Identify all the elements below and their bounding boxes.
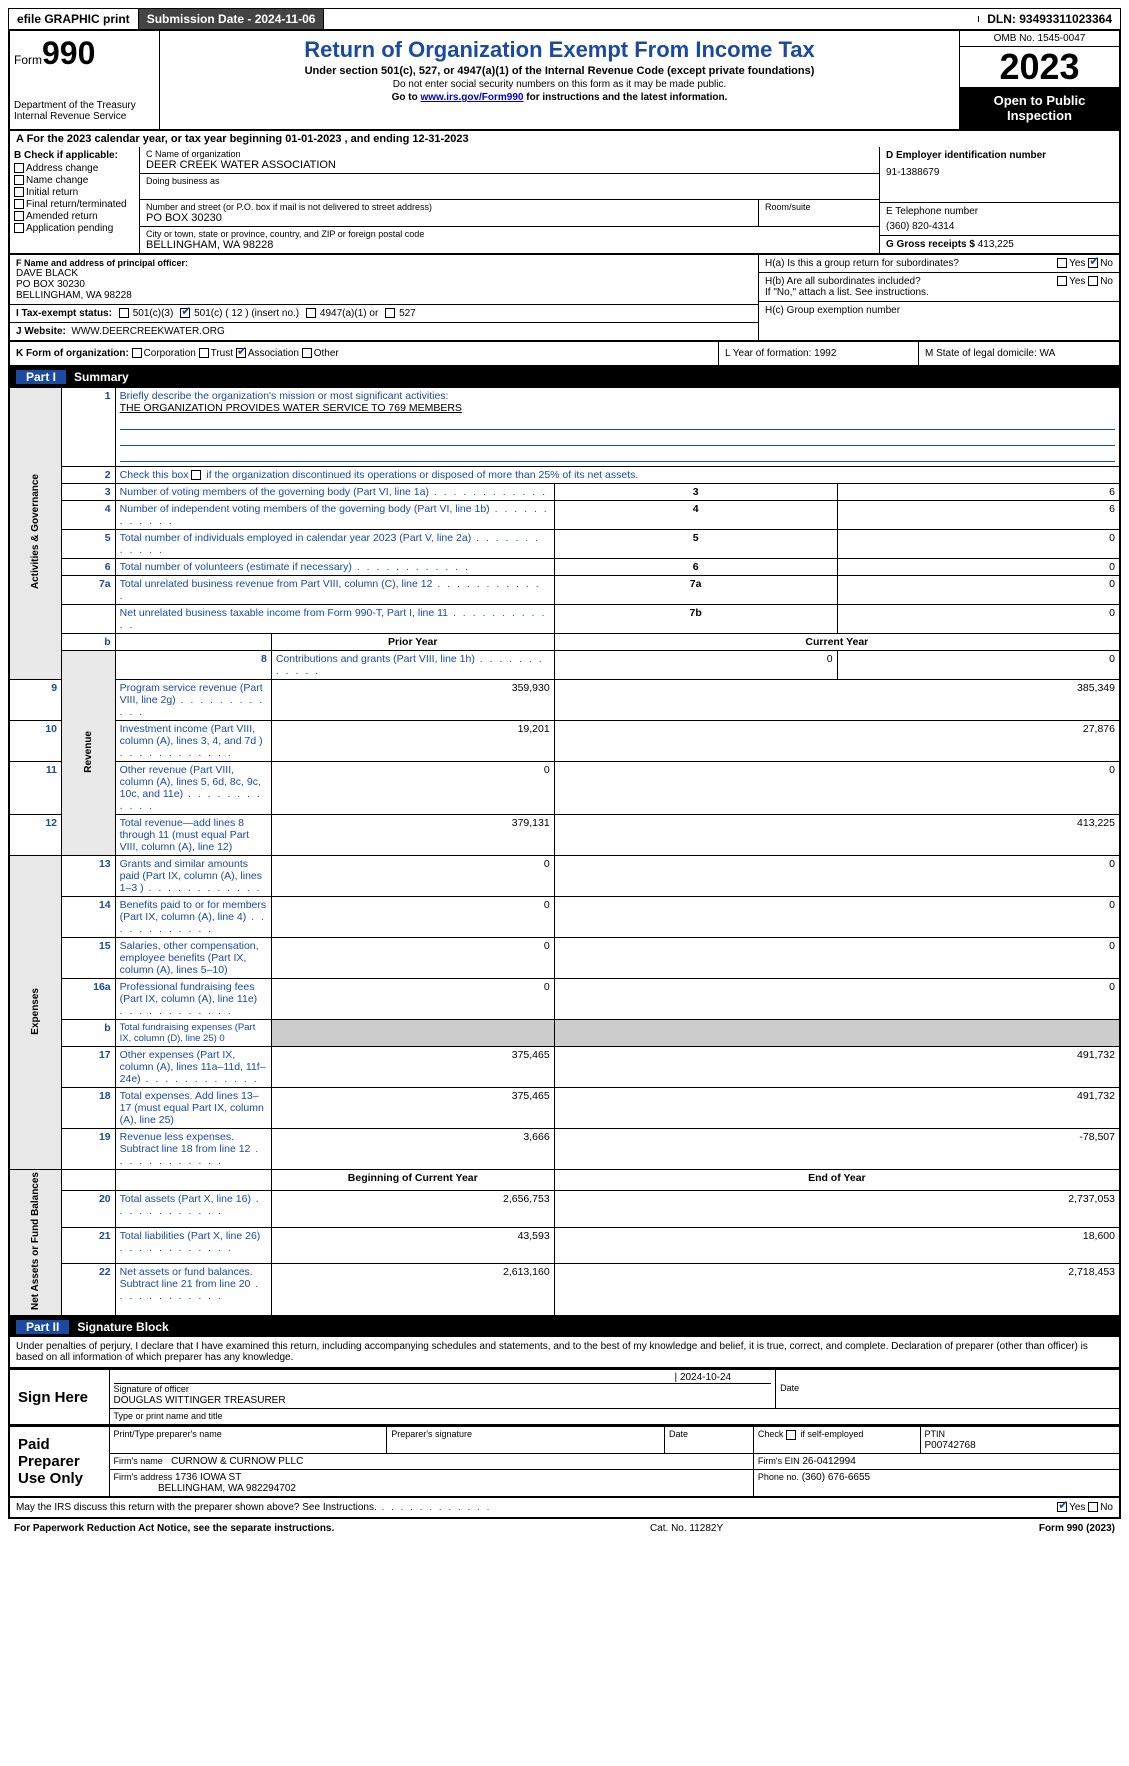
- side-governance: Activities & Governance: [30, 474, 41, 589]
- state-domicile: M State of legal domicile: WA: [919, 342, 1119, 365]
- omb-number: OMB No. 1545-0047: [960, 31, 1119, 47]
- side-expenses: Expenses: [30, 988, 41, 1035]
- part1-header: Part ISummary: [8, 367, 1121, 387]
- dln-label: DLN: 93493311023364: [979, 9, 1120, 29]
- checkbox-assoc[interactable]: [236, 348, 246, 358]
- org-name: DEER CREEK WATER ASSOCIATION: [146, 159, 873, 171]
- ssn-note: Do not enter social security numbers on …: [168, 79, 951, 90]
- efile-button[interactable]: efile GRAPHIC print: [9, 9, 139, 29]
- officer-addr1: PO BOX 30230: [16, 279, 752, 290]
- form-title: Return of Organization Exempt From Incom…: [168, 37, 951, 63]
- officer-group-block: F Name and address of principal officer:…: [8, 255, 1121, 342]
- irs-link[interactable]: www.irs.gov/Form990: [420, 92, 523, 103]
- checkbox-app-pending[interactable]: [14, 223, 24, 233]
- ein: 91-1388679: [886, 167, 1113, 178]
- mission-text: THE ORGANIZATION PROVIDES WATER SERVICE …: [120, 402, 462, 414]
- form-org-row: K Form of organization: Corporation Trus…: [8, 342, 1121, 367]
- checkbox-ha-yes[interactable]: [1057, 258, 1067, 268]
- ptin: P00742768: [925, 1440, 976, 1451]
- checkbox-discuss-yes[interactable]: [1057, 1502, 1067, 1512]
- checkbox-amended[interactable]: [14, 211, 24, 221]
- firm-phone: (360) 676-6655: [802, 1472, 870, 1483]
- part2-header: Part IISignature Block: [8, 1317, 1121, 1337]
- form-header: Form990 Department of the Treasury Inter…: [8, 30, 1121, 131]
- sign-here-label: Sign Here: [9, 1370, 109, 1426]
- city-state-zip: BELLINGHAM, WA 98228: [146, 239, 873, 251]
- check-applicable-label: B Check if applicable:: [14, 150, 135, 161]
- goto-note: Go to www.irs.gov/Form990 for instructio…: [168, 92, 951, 103]
- firm-addr1: 1736 IOWA ST: [175, 1472, 241, 1483]
- checkbox-discontinued[interactable]: [191, 470, 201, 480]
- checkbox-527[interactable]: [385, 308, 395, 318]
- checkbox-final-return[interactable]: [14, 199, 24, 209]
- side-revenue: Revenue: [83, 731, 94, 773]
- firm-addr2: BELLINGHAM, WA 982294702: [158, 1483, 296, 1494]
- checkbox-501c[interactable]: [180, 308, 190, 318]
- checkbox-name-change[interactable]: [14, 175, 24, 185]
- discuss-row: May the IRS discuss this return with the…: [8, 1498, 1121, 1519]
- checkbox-self-employed[interactable]: [786, 1430, 796, 1440]
- tax-year-row: A For the 2023 calendar year, or tax yea…: [8, 131, 1121, 147]
- top-toolbar: efile GRAPHIC print Submission Date - 20…: [8, 8, 1121, 30]
- year-formation: L Year of formation: 1992: [719, 342, 919, 365]
- form-label: Form990: [14, 35, 155, 72]
- checkbox-corp[interactable]: [132, 348, 142, 358]
- page-footer: For Paperwork Reduction Act Notice, see …: [8, 1519, 1121, 1538]
- summary-table: Activities & Governance 1 Briefly descri…: [8, 387, 1121, 1317]
- officer-signature: DOUGLAS WITTINGER TREASURER: [114, 1395, 286, 1406]
- tax-year: 2023: [960, 47, 1119, 87]
- firm-name: CURNOW & CURNOW PLLC: [171, 1456, 303, 1467]
- phone: (360) 820-4314: [886, 221, 1113, 232]
- checkbox-discuss-no[interactable]: [1088, 1502, 1098, 1512]
- gross-receipts: 413,225: [978, 239, 1014, 250]
- paid-preparer-table: Paid Preparer Use Only Print/Type prepar…: [8, 1426, 1121, 1498]
- checkbox-address-change[interactable]: [14, 163, 24, 173]
- street-address: PO BOX 30230: [146, 212, 752, 224]
- officer-name: DAVE BLACK: [16, 268, 752, 279]
- side-netassets: Net Assets or Fund Balances: [30, 1172, 41, 1310]
- checkbox-4947[interactable]: [306, 308, 316, 318]
- checkbox-hb-no[interactable]: [1088, 276, 1098, 286]
- paid-preparer-label: Paid Preparer Use Only: [9, 1427, 109, 1498]
- signature-intro: Under penalties of perjury, I declare th…: [8, 1337, 1121, 1369]
- dept-label: Department of the Treasury Internal Reve…: [14, 100, 155, 122]
- checkbox-initial-return[interactable]: [14, 187, 24, 197]
- submission-date: Submission Date - 2024-11-06: [139, 9, 325, 29]
- checkbox-ha-no[interactable]: [1088, 258, 1098, 268]
- checkbox-hb-yes[interactable]: [1057, 276, 1067, 286]
- form-subtitle: Under section 501(c), 527, or 4947(a)(1)…: [168, 65, 951, 77]
- sign-here-table: Sign Here | 2024-10-24 Signature of offi…: [8, 1369, 1121, 1426]
- website: WWW.DEERCREEKWATER.ORG: [71, 326, 224, 337]
- open-public: Open to Public Inspection: [960, 87, 1119, 129]
- officer-addr2: BELLINGHAM, WA 98228: [16, 290, 752, 301]
- checkbox-other[interactable]: [302, 348, 312, 358]
- firm-ein: 26-0412994: [802, 1456, 855, 1467]
- checkbox-trust[interactable]: [199, 348, 209, 358]
- checkbox-501c3[interactable]: [119, 308, 129, 318]
- entity-info: B Check if applicable: Address change Na…: [8, 147, 1121, 255]
